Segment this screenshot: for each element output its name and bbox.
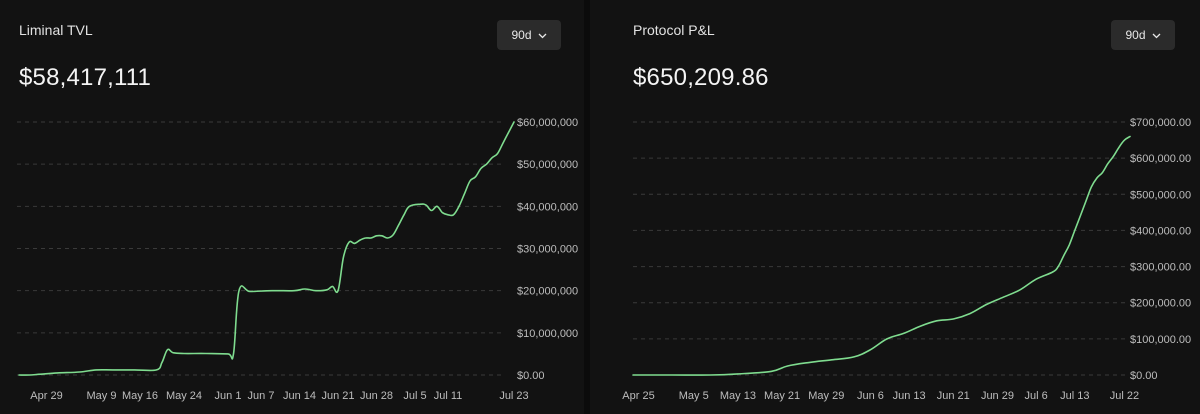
pnl-y-tick-label: $200,000.00	[1130, 298, 1191, 310]
pnl-x-tick-label: Jun 21	[937, 390, 970, 402]
pnl-series-line	[632, 135, 1131, 376]
pnl-x-tick-label: Jul 6	[1024, 390, 1047, 402]
tvl-x-tick-label: Jul 11	[434, 390, 463, 402]
pnl-x-tick-label: Jun 6	[857, 390, 884, 402]
pnl-x-tick-label: May 21	[764, 390, 800, 402]
tvl-y-tick-label: $60,000,000	[517, 117, 578, 129]
pnl-chart: $700,000.00 $600,000.00 $500,000.00 $400,00…	[622, 117, 1191, 402]
pnl-y-tick-label: $300,000.00	[1130, 262, 1191, 274]
tvl-title: Liminal TVL	[19, 22, 93, 38]
tvl-x-tick-label: Apr 29	[30, 390, 62, 402]
pnl-x-tick-label: May 13	[720, 390, 756, 402]
tvl-range-label: 90d	[511, 28, 532, 42]
pnl-y-tick-label: $700,000.00	[1130, 117, 1191, 129]
chevron-down-icon	[538, 28, 547, 42]
pnl-value: $650,209.86	[633, 64, 769, 91]
pnl-panel: Protocol P&L $650,209.86 90d $700,000.00…	[590, 0, 1200, 414]
tvl-range-dropdown[interactable]: 90d	[497, 20, 561, 50]
pnl-title: Protocol P&L	[633, 22, 715, 38]
tvl-x-tick-label: Jun 14	[283, 390, 316, 402]
tvl-y-tick-label: $50,000,000	[517, 159, 578, 171]
pnl-x-tick-label: Jul 13	[1060, 390, 1089, 402]
tvl-y-tick-label: $0.00	[517, 370, 545, 382]
pnl-x-tick-label: Jun 13	[893, 390, 926, 402]
pnl-y-tick-label: $500,000.00	[1130, 189, 1191, 201]
tvl-x-tick-label: Jun 1	[215, 390, 242, 402]
pnl-x-tick-label: Jul 22	[1110, 390, 1139, 402]
tvl-panel: Liminal TVL $58,417,111 90d $60,000,000 $…	[0, 0, 584, 414]
tvl-x-tick-label: Jun 7	[248, 390, 275, 402]
tvl-y-tick-label: $30,000,000	[517, 244, 578, 256]
pnl-x-tick-label: May 5	[679, 390, 709, 402]
tvl-y-tick-label: $40,000,000	[517, 201, 578, 213]
tvl-chart: $60,000,000 $50,000,000 $40,000,000 $30,000…	[17, 117, 578, 402]
tvl-x-tick-label: Jul 5	[403, 390, 426, 402]
tvl-value: $58,417,111	[19, 64, 152, 91]
pnl-y-tick-label: $0.00	[1130, 370, 1158, 382]
pnl-x-tick-label: Apr 25	[622, 390, 654, 402]
chevron-down-icon	[1152, 28, 1161, 42]
tvl-y-tick-label: $20,000,000	[517, 286, 578, 298]
pnl-x-tick-label: Jun 29	[981, 390, 1014, 402]
pnl-y-tick-label: $400,000.00	[1130, 225, 1191, 237]
pnl-range-label: 90d	[1125, 28, 1146, 42]
pnl-x-tick-label: May 29	[808, 390, 844, 402]
tvl-x-tick-label: May 24	[166, 390, 202, 402]
tvl-x-tick-label: May 9	[87, 390, 117, 402]
tvl-x-tick-label: Jul 23	[499, 390, 528, 402]
tvl-y-tick-label: $10,000,000	[517, 328, 578, 340]
tvl-series-line	[18, 121, 515, 376]
tvl-x-tick-label: May 16	[122, 390, 158, 402]
tvl-x-tick-label: Jun 28	[360, 390, 393, 402]
pnl-y-tick-label: $100,000.00	[1130, 334, 1191, 346]
tvl-x-tick-label: Jun 21	[321, 390, 354, 402]
pnl-y-tick-label: $600,000.00	[1130, 153, 1191, 165]
pnl-range-dropdown[interactable]: 90d	[1111, 20, 1175, 50]
